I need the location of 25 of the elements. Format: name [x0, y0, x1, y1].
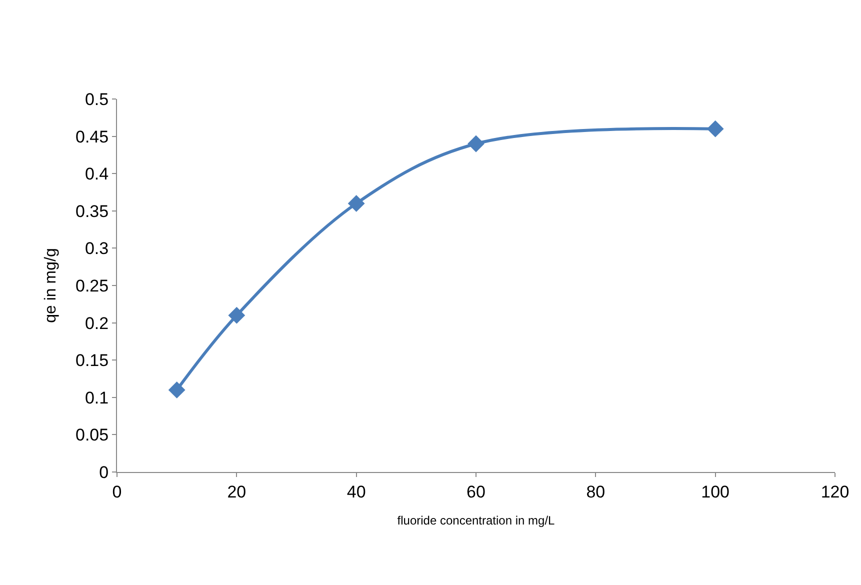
- y-tick-label: 0.2: [84, 314, 109, 333]
- x-tick-label: 100: [701, 482, 730, 502]
- x-tick-label: 60: [466, 482, 486, 502]
- y-tick-label: 0.15: [76, 351, 109, 370]
- point: [468, 135, 484, 152]
- x-tick-label: 0: [112, 482, 122, 502]
- x-axis-title: fluoride concentration in mg/L: [397, 513, 556, 528]
- y-tick-label: 0.45: [76, 127, 109, 146]
- x-tick-label: 120: [820, 482, 850, 502]
- x-tick-label: 40: [346, 482, 366, 502]
- y-tick-label: 0.4: [84, 164, 109, 184]
- y-tick-label: 0.3: [84, 239, 109, 258]
- x-tick-label: 20: [227, 482, 246, 502]
- y-tick-label: 0.35: [76, 202, 109, 221]
- y-axis-title: qe in mg/g: [42, 248, 60, 323]
- y-tick-label: 0.5: [84, 90, 109, 109]
- point: [228, 306, 246, 324]
- x-tick-label: 80: [586, 482, 606, 502]
- y-tick-label: 0.1: [84, 388, 109, 408]
- point: [168, 381, 186, 398]
- point: [706, 120, 724, 138]
- point: [348, 194, 365, 212]
- y-tick-label: 0.25: [76, 276, 109, 296]
- y-tick-label: 0: [99, 462, 109, 482]
- y-tick-label: 0.05: [76, 426, 109, 445]
